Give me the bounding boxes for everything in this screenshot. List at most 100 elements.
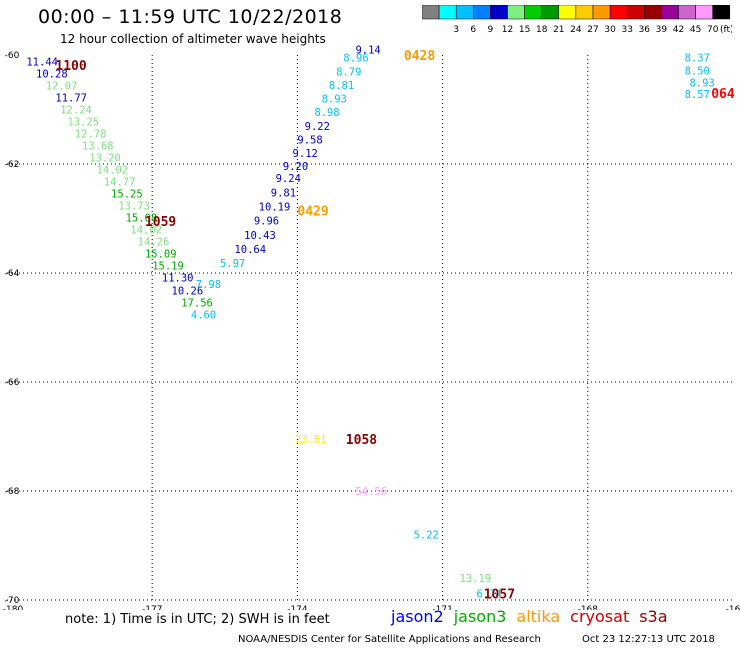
wave-height-value: 14.77 bbox=[104, 176, 136, 188]
lat-tick-label: -68 bbox=[5, 487, 20, 497]
wave-height-value: 15.19 bbox=[152, 260, 184, 272]
lat-tick-label: -70 bbox=[5, 596, 20, 606]
scale-tick-label: 18 bbox=[536, 25, 548, 35]
satellite-legend-cryosat: cryosat bbox=[570, 607, 630, 626]
wave-height-value: 5.22 bbox=[414, 530, 439, 542]
observation-marks: 11.4410.2812.0711.7712.2413.2512.7813.68… bbox=[26, 45, 735, 603]
scale-tick-label: 42 bbox=[673, 25, 684, 35]
scale-swatch bbox=[712, 5, 731, 20]
wave-height-value: 9.24 bbox=[276, 173, 301, 185]
wave-height-value: 8.98 bbox=[314, 107, 339, 119]
scale-tick-label: 45 bbox=[690, 25, 701, 35]
scale-tick-label: 12 bbox=[502, 25, 513, 35]
wave-height-value: 9.22 bbox=[305, 121, 330, 133]
wave-height-value: 15.08 bbox=[126, 212, 158, 224]
wave-height-value: 9.20 bbox=[283, 161, 308, 173]
wave-height-value: 8.57 bbox=[685, 89, 710, 101]
pass-time-label: 064 bbox=[711, 87, 735, 102]
wave-height-value: 8.37 bbox=[685, 53, 710, 65]
wave-height-value: 13.19 bbox=[460, 573, 492, 585]
wave-height-value: 14.26 bbox=[138, 236, 170, 248]
scale-tick-label: 36 bbox=[639, 25, 651, 35]
lat-tick-label: -60 bbox=[5, 51, 20, 61]
wave-height-value: 11.44 bbox=[26, 57, 58, 69]
wave-height-value: 9.58 bbox=[297, 134, 322, 146]
map-grid bbox=[7, 55, 733, 601]
wave-height-value: 8.81 bbox=[329, 80, 354, 92]
lon-tick-label: -168 bbox=[578, 605, 599, 610]
wave-height-value: 12.24 bbox=[60, 105, 92, 117]
wave-height-value: 13.73 bbox=[118, 200, 150, 212]
page-title: 00:00 – 11:59 UTC 10/22/2018 bbox=[38, 6, 343, 28]
wave-height-value: 8.96 bbox=[343, 53, 368, 65]
scale-tick-label: 30 bbox=[604, 25, 616, 35]
wave-height-value: 11.77 bbox=[55, 93, 87, 105]
wave-height-value: 11.30 bbox=[162, 272, 194, 284]
scale-tick-label: 24 bbox=[570, 25, 582, 35]
pass-time-label: 1100 bbox=[55, 59, 86, 74]
pass-time-label: 0428 bbox=[404, 49, 435, 64]
satellite-legend: jason2 jason3 altika cryosat s3a bbox=[391, 607, 678, 626]
generated-timestamp: Oct 23 12:27:13 UTC 2018 bbox=[582, 634, 715, 645]
pass-time-label: 1058 bbox=[346, 433, 377, 448]
scale-tick-label: 6 bbox=[470, 25, 476, 35]
wave-height-value: 10.64 bbox=[234, 244, 266, 256]
scale-tick-label: 39 bbox=[656, 25, 668, 35]
lon-tick-label: -16 bbox=[726, 605, 740, 610]
wave-height-map: -180 -177 -174 -171 -168 -16 -60 -62 -64 -66 -68 -7… bbox=[3, 45, 740, 610]
footnote: note: 1) Time is in UTC; 2) SWH is in fe… bbox=[65, 612, 330, 627]
scale-tick-label: 70 bbox=[707, 25, 719, 35]
wave-height-value: 9.12 bbox=[293, 148, 318, 160]
scale-unit: (ft) bbox=[720, 25, 732, 35]
wave-height-value: 10.19 bbox=[259, 202, 291, 214]
lon-tick-label: -174 bbox=[287, 605, 308, 610]
satellite-legend-jason2: jason2 bbox=[391, 607, 444, 626]
wave-height-value: 8.50 bbox=[685, 65, 710, 77]
wave-height-value: 9.96 bbox=[254, 216, 279, 228]
scale-tick-label: 27 bbox=[587, 25, 598, 35]
credit-line: NOAA/NESDIS Center for Satellite Applica… bbox=[238, 634, 541, 645]
pass-time-label: 0429 bbox=[297, 204, 328, 219]
wave-height-value: 13.20 bbox=[89, 152, 121, 164]
wave-height-value: 15.25 bbox=[111, 188, 143, 200]
wave-height-value: 8.79 bbox=[336, 66, 361, 78]
scale-tick-label: 15 bbox=[519, 25, 530, 35]
wave-height-value: 8.93 bbox=[322, 94, 347, 106]
lon-tick-label: -177 bbox=[142, 605, 162, 610]
map-axes: -180 -177 -174 -171 -168 -16 -60 -62 -64 -66 -68 -7… bbox=[3, 51, 740, 610]
wave-height-value: 17.56 bbox=[181, 297, 213, 309]
wave-height-value: 15.09 bbox=[145, 248, 177, 260]
wave-height-value: 12.78 bbox=[75, 128, 107, 140]
wave-height-value: 5.97 bbox=[220, 258, 245, 270]
wave-height-value: 8.93 bbox=[689, 77, 714, 89]
satellite-legend-altika: altika bbox=[516, 607, 561, 626]
scale-tick-label: 9 bbox=[488, 25, 494, 35]
satellite-legend-s3a: s3a bbox=[639, 607, 668, 626]
pass-time-label: 1057 bbox=[484, 587, 515, 602]
scale-tick-label: 21 bbox=[553, 25, 564, 35]
wave-height-value: 10.43 bbox=[244, 230, 276, 242]
wave-height-value: 7.98 bbox=[196, 279, 221, 291]
lon-tick-label: -171 bbox=[432, 605, 452, 610]
lat-tick-label: -66 bbox=[5, 378, 20, 388]
wave-height-value: 9.81 bbox=[271, 187, 296, 199]
scale-tick-label: 3 bbox=[453, 25, 459, 35]
pass-time-label: 1059 bbox=[145, 215, 176, 230]
lon-tick-label: -180 bbox=[3, 605, 24, 610]
satellite-legend-jason3: jason3 bbox=[453, 607, 507, 626]
wave-height-value: 54.56 bbox=[355, 486, 387, 498]
wave-height-value: 14.02 bbox=[130, 224, 162, 236]
wave-height-value: 13.25 bbox=[68, 116, 100, 128]
wave-height-value: 4.60 bbox=[191, 309, 216, 321]
page-subtitle: 12 hour collection of altimeter wave hei… bbox=[60, 32, 326, 46]
wave-height-value: 12.07 bbox=[46, 81, 78, 93]
lat-tick-label: -64 bbox=[5, 269, 20, 279]
lat-tick-label: -62 bbox=[5, 160, 20, 170]
wave-height-value: 10.26 bbox=[172, 285, 204, 297]
wave-height-value: 14.02 bbox=[97, 164, 129, 176]
wave-height-value: 9.14 bbox=[355, 45, 380, 57]
scale-tick-label: 33 bbox=[621, 25, 632, 35]
wave-height-value: 23.81 bbox=[295, 434, 327, 446]
wave-height-value: 10.28 bbox=[36, 69, 68, 81]
